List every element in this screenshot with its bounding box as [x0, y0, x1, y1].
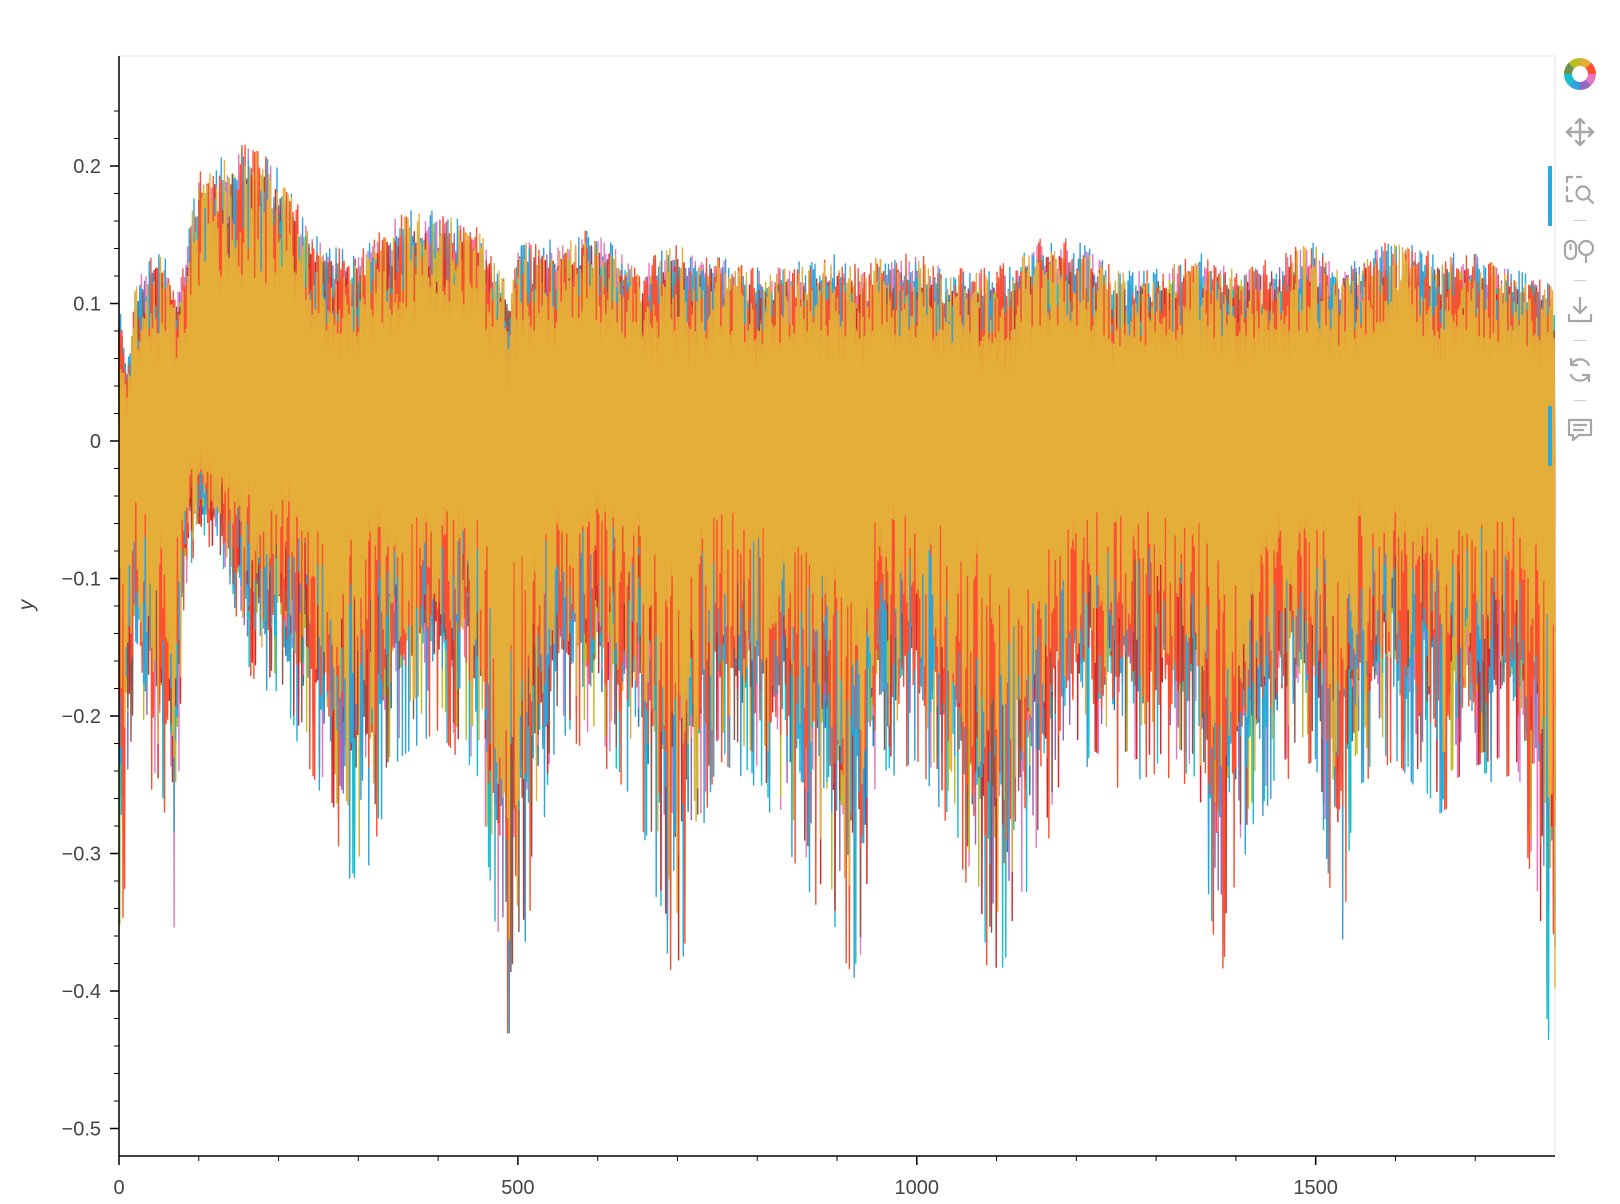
series-layer — [118, 144, 1556, 1040]
toolbar-separator — [1574, 280, 1586, 281]
axes-layer: 0.2 0.1 0 −0.1 −0.2 −0.3 −0.4 −0.5 0 500 1000 1500 — [62, 56, 1555, 1199]
y-axis-label: y — [15, 598, 38, 612]
y-tick-label: 0.1 — [73, 294, 101, 316]
reset-tool[interactable] — [1548, 346, 1612, 394]
x-tick-label: 0 — [113, 1177, 124, 1199]
y-tick-label: 0.2 — [73, 156, 101, 178]
save-tool-icon — [1567, 296, 1593, 323]
chart-toolbar — [1548, 50, 1612, 510]
y-tick-label: −0.3 — [62, 844, 101, 866]
wheel-zoom-tool-icon — [1563, 239, 1595, 264]
wheel-zoom-tool[interactable] — [1548, 226, 1612, 274]
y-tick-label: −0.5 — [62, 1119, 101, 1141]
hover-tool[interactable] — [1548, 406, 1612, 466]
box-zoom-tool[interactable] — [1548, 166, 1612, 226]
x-tick-label: 500 — [501, 1177, 534, 1199]
reset-tool-icon — [1569, 357, 1591, 383]
series-line-9 — [118, 150, 1556, 988]
save-tool[interactable] — [1548, 286, 1612, 334]
x-tick-label: 1500 — [1293, 1177, 1338, 1199]
y-tick-label: −0.2 — [62, 706, 101, 728]
y-tick-label: −0.1 — [62, 569, 101, 591]
bokeh-logo[interactable] — [1548, 50, 1612, 98]
pan-tool[interactable] — [1548, 108, 1612, 156]
hover-tool-icon — [1567, 418, 1593, 442]
pan-tool-icon — [1565, 117, 1595, 147]
y-tick-label: −0.4 — [62, 981, 101, 1003]
toolbar-separator — [1574, 220, 1586, 221]
y-tick-label: 0 — [90, 431, 101, 453]
x-tick-label: 1000 — [895, 1177, 940, 1199]
bokeh-logo-icon — [1564, 58, 1596, 90]
toolbar-separator — [1574, 400, 1586, 401]
box-zoom-tool-icon — [1565, 175, 1595, 205]
toolbar-separator — [1574, 340, 1586, 341]
